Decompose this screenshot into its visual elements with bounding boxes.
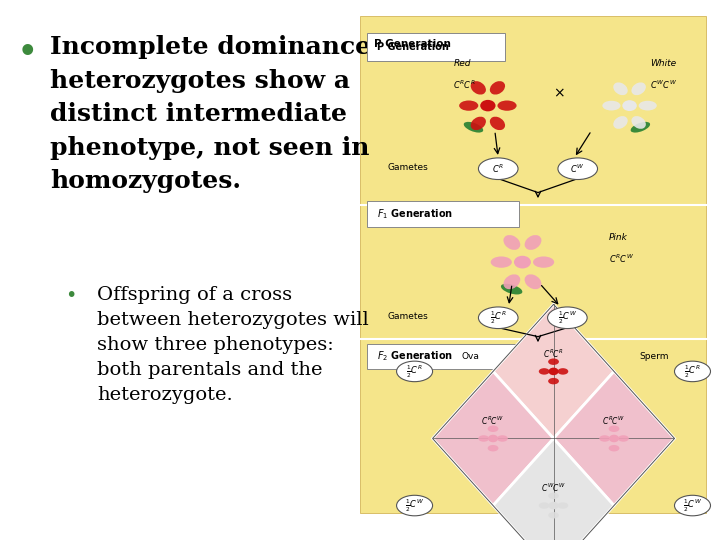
Polygon shape — [433, 372, 554, 505]
Text: $C^W$: $C^W$ — [570, 163, 585, 175]
Text: $C^RC^R$: $C^RC^R$ — [454, 78, 476, 91]
FancyBboxPatch shape — [366, 201, 519, 227]
Text: $\frac{1}{2}C^R$: $\frac{1}{2}C^R$ — [406, 363, 423, 380]
Text: Gametes: Gametes — [387, 312, 428, 321]
Text: $F_2$ Generation: $F_2$ Generation — [377, 349, 454, 363]
Ellipse shape — [471, 117, 486, 130]
Ellipse shape — [557, 368, 568, 375]
Text: Incomplete dominance-
heterozygotes show a
distinct intermediate
phenotype, not : Incomplete dominance- heterozygotes show… — [50, 35, 382, 193]
Text: $\frac{1}{2}C^R$: $\frac{1}{2}C^R$ — [684, 363, 701, 380]
FancyBboxPatch shape — [366, 344, 519, 369]
Ellipse shape — [497, 435, 508, 442]
Ellipse shape — [548, 359, 559, 365]
Ellipse shape — [487, 426, 498, 432]
Text: ×: × — [553, 86, 564, 100]
Ellipse shape — [501, 284, 522, 294]
Ellipse shape — [471, 81, 486, 94]
Circle shape — [488, 435, 498, 442]
Ellipse shape — [525, 274, 541, 289]
Text: •: • — [65, 286, 76, 305]
Text: Ova: Ova — [462, 352, 480, 361]
Ellipse shape — [397, 495, 433, 516]
Ellipse shape — [675, 495, 711, 516]
Ellipse shape — [533, 256, 554, 268]
Text: $\frac{1}{2}C^W$: $\frac{1}{2}C^W$ — [405, 497, 424, 514]
Circle shape — [514, 256, 531, 268]
Ellipse shape — [459, 100, 478, 111]
Ellipse shape — [539, 368, 549, 375]
Circle shape — [549, 502, 559, 509]
Ellipse shape — [487, 445, 498, 451]
Text: $C^RC^W$: $C^RC^W$ — [603, 415, 626, 427]
Ellipse shape — [603, 101, 621, 111]
Ellipse shape — [631, 83, 646, 95]
Ellipse shape — [608, 445, 619, 451]
Ellipse shape — [557, 502, 568, 509]
Text: $F_1$ Generation: $F_1$ Generation — [377, 207, 454, 221]
Ellipse shape — [397, 361, 433, 382]
Ellipse shape — [547, 307, 588, 328]
Ellipse shape — [631, 116, 646, 129]
Ellipse shape — [613, 116, 628, 129]
Circle shape — [480, 100, 495, 111]
Text: •: • — [18, 38, 37, 67]
Ellipse shape — [675, 361, 711, 382]
Bar — [360, 16, 706, 513]
Ellipse shape — [631, 122, 650, 133]
Text: White: White — [650, 59, 676, 69]
Polygon shape — [493, 438, 614, 540]
Text: $C^WC^W$: $C^WC^W$ — [541, 482, 566, 495]
Ellipse shape — [525, 235, 541, 250]
Text: Sperm: Sperm — [639, 352, 668, 361]
Ellipse shape — [548, 512, 559, 518]
Text: Pink: Pink — [609, 233, 628, 242]
Text: $C^RC^W$: $C^RC^W$ — [609, 252, 634, 265]
Text: P Generation: P Generation — [374, 38, 451, 49]
Ellipse shape — [478, 158, 518, 179]
Polygon shape — [554, 372, 675, 505]
Ellipse shape — [490, 117, 505, 130]
Ellipse shape — [539, 502, 549, 509]
Circle shape — [609, 435, 619, 442]
Circle shape — [622, 100, 636, 111]
Ellipse shape — [478, 307, 518, 328]
Ellipse shape — [490, 81, 505, 94]
Ellipse shape — [548, 492, 559, 499]
Ellipse shape — [478, 435, 489, 442]
Text: $C^WC^W$: $C^WC^W$ — [650, 78, 678, 91]
Circle shape — [549, 368, 559, 375]
Polygon shape — [493, 305, 614, 438]
Text: $C^R$: $C^R$ — [492, 163, 504, 175]
Ellipse shape — [548, 378, 559, 384]
Ellipse shape — [558, 158, 598, 179]
Ellipse shape — [618, 435, 629, 442]
Ellipse shape — [613, 83, 628, 95]
Text: $\frac{1}{2}C^R$: $\frac{1}{2}C^R$ — [490, 309, 507, 326]
Ellipse shape — [608, 426, 619, 432]
Text: $\frac{1}{2}C^W$: $\frac{1}{2}C^W$ — [558, 309, 577, 326]
Text: P Generation: P Generation — [377, 42, 449, 52]
Ellipse shape — [464, 122, 483, 133]
Ellipse shape — [639, 101, 657, 111]
Text: Offspring of a cross
between heterozygotes will
show three phenotypes:
both pare: Offspring of a cross between heterozygot… — [97, 286, 369, 404]
Ellipse shape — [503, 235, 521, 250]
FancyBboxPatch shape — [366, 33, 505, 61]
Ellipse shape — [503, 274, 521, 289]
Ellipse shape — [599, 435, 610, 442]
Text: $\frac{1}{2}C^W$: $\frac{1}{2}C^W$ — [683, 497, 702, 514]
Text: Red: Red — [454, 59, 471, 69]
Text: $C^RC^R$: $C^RC^R$ — [543, 348, 564, 360]
Text: $C^RC^W$: $C^RC^W$ — [482, 415, 505, 427]
Text: Gametes: Gametes — [387, 163, 428, 172]
Ellipse shape — [498, 100, 516, 111]
Ellipse shape — [491, 256, 512, 268]
